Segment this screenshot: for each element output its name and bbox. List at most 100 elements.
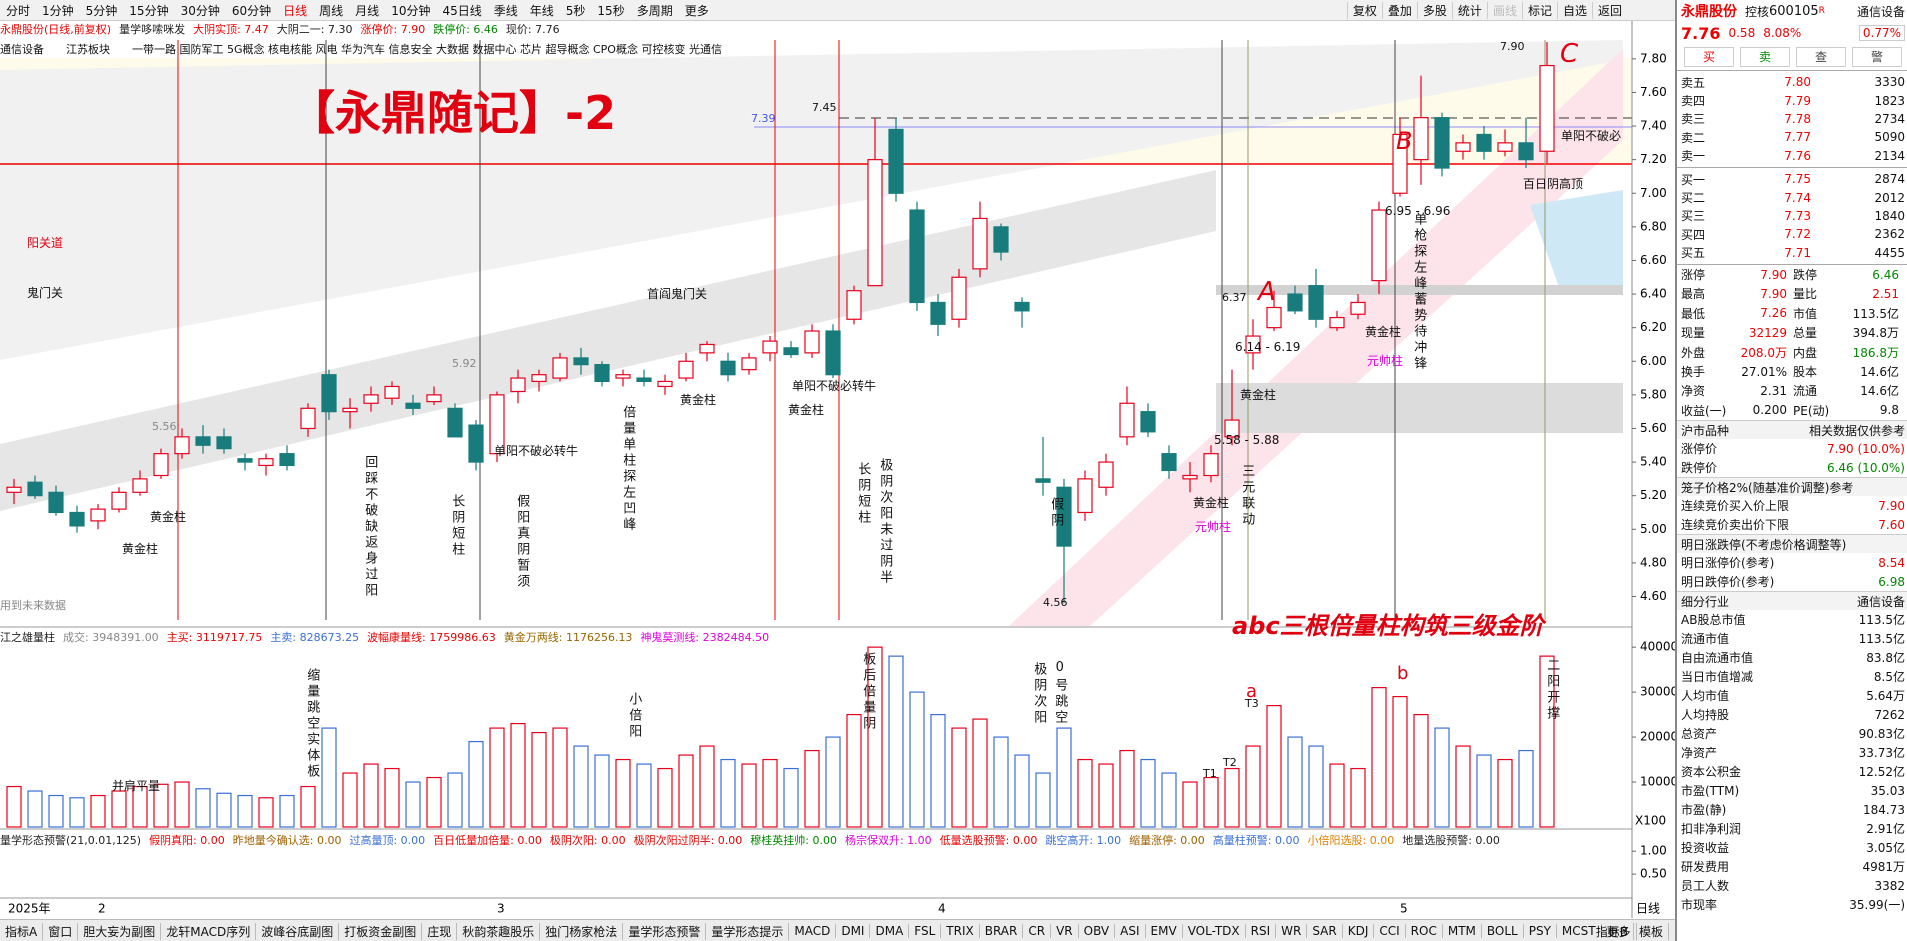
period-tab[interactable]: 45日线 (442, 3, 482, 18)
stat-value: 32129 (1748, 325, 1787, 340)
candle-body (1056, 486, 1072, 547)
stat-label: 净资 (1681, 384, 1706, 399)
order-row: 卖五 7.80 3330 (1677, 73, 1907, 91)
indicator-tab[interactable]: 波峰谷底副图 (256, 922, 340, 940)
indicator-tab[interactable]: 胆大妄为副图 (78, 922, 162, 940)
stats-row: 最低 7.26 市值 113.5亿 (1677, 304, 1907, 323)
annotation: 0号跳空 (1052, 660, 1068, 726)
indicator-tab[interactable]: 更多 (1602, 922, 1637, 940)
trade-button[interactable]: 警 (1852, 47, 1902, 67)
period-tab[interactable]: 季线 (493, 3, 518, 18)
indicator-tab[interactable]: EMV (1146, 924, 1183, 938)
period-tab[interactable]: 周线 (319, 3, 344, 18)
period-tab[interactable]: 5分钟 (85, 3, 118, 18)
volume-bar (594, 754, 610, 828)
indicator-tab[interactable]: MCST (1557, 924, 1602, 938)
indicator-tab[interactable]: 量学形态提示 (706, 922, 790, 940)
indicator-tab[interactable]: VOL-TDX (1183, 924, 1246, 938)
indicator-tab[interactable]: MTM (1443, 924, 1482, 938)
concept-tags[interactable]: 一带一路 国防军工 5G概念 核电核能 风电 华为汽车 信息安全 大数据 数据中… (132, 43, 722, 56)
toolbar-button[interactable]: 自选 (1556, 1, 1592, 19)
y-tick-label: 4.60 (1640, 589, 1667, 603)
info-line: 永鼎股份(日线,前复权) 量学哆嗦咪发 大阴实顶: 7.47 大阴二一: 7.30 涨停… (0, 21, 1630, 37)
period-tab[interactable]: 分时 (6, 3, 31, 18)
annotation: 5.56 (152, 420, 177, 433)
stats-row: 净资 2.31 流通 14.6亿 (1677, 381, 1907, 400)
fundamental-row-label: 细分行业 (1681, 594, 1730, 609)
toolbar-button[interactable]: 多股 (1416, 1, 1452, 19)
indicator-tab[interactable]: CR (1023, 924, 1052, 938)
period-tab[interactable]: 10分钟 (391, 3, 431, 18)
indicator-tab[interactable]: MACD (789, 924, 837, 938)
toolbar-button[interactable]: 叠加 (1381, 1, 1417, 19)
indicator-tab[interactable]: DMA (870, 924, 910, 938)
indicator-tab[interactable]: 指标A (0, 922, 44, 940)
tomorrow-row-value: 8.54 (1878, 555, 1905, 570)
indicator-tab[interactable]: 打板资金副图 (339, 922, 423, 940)
indicator-tab[interactable]: 模板 (1634, 922, 1669, 940)
indicator-tab[interactable]: VR (1051, 924, 1079, 938)
fundamental-row: 市盈(TTM) 35.03 (1677, 781, 1907, 800)
indicator-tab[interactable]: KDJ (1343, 924, 1375, 938)
period-tab[interactable]: 30分钟 (180, 3, 220, 18)
volume-bar (1434, 727, 1450, 828)
fundamental-row: 流通市值 113.5亿 (1677, 629, 1907, 648)
indicator-tab[interactable]: BRAR (980, 924, 1024, 938)
period-tab[interactable]: 多周期 (636, 3, 673, 18)
concept-region[interactable]: 江苏板块 (66, 43, 110, 56)
period-tab[interactable]: 15分钟 (129, 3, 169, 18)
period-tab[interactable]: 月线 (355, 3, 380, 18)
period-tab[interactable]: 5秒 (565, 3, 586, 18)
trade-button[interactable]: 卖 (1740, 47, 1790, 67)
period-tab[interactable]: 1分钟 (42, 3, 74, 18)
indicator-tab[interactable]: WR (1276, 924, 1308, 938)
indicator-tab[interactable]: 指标B (1591, 922, 1634, 940)
indicator-tab[interactable]: 秋韵茶趣股乐 (457, 922, 541, 940)
indicator-tab[interactable]: TRIX (941, 924, 980, 938)
fundamental-row-label: 资本公积金 (1681, 765, 1742, 780)
toolbar-button[interactable]: 复权 (1346, 1, 1382, 19)
indicator-legend: 地量选股预警: 0.00 (1402, 833, 1500, 847)
trade-button[interactable]: 查 (1796, 47, 1846, 67)
toolbar-button[interactable]: 返回 (1591, 1, 1627, 19)
toolbar-button[interactable]: 统计 (1451, 1, 1487, 19)
indicator-tab[interactable]: FSL (909, 924, 942, 938)
fundamental-row: 研发费用 4981万 (1677, 857, 1907, 876)
indicator-tab[interactable]: ROC (1406, 924, 1443, 938)
quote-header: 永鼎股份 控核 600105 R 通信设备 (1677, 0, 1907, 22)
indicator-tab[interactable]: 独门杨家枪法 (540, 922, 624, 940)
toolbar-button[interactable]: 标记 (1521, 1, 1557, 19)
period-tab[interactable]: 更多 (684, 3, 709, 18)
candle-body (237, 458, 253, 463)
stock-mark: R (1818, 6, 1825, 16)
indicator-tab[interactable]: 窗口 (43, 922, 79, 940)
indicator-tab[interactable]: ASI (1115, 924, 1146, 938)
fundamental-row-value: 7262 (1874, 707, 1905, 722)
period-tab[interactable]: 60分钟 (231, 3, 272, 18)
period-tab[interactable]: 年线 (529, 3, 554, 18)
annotation: C (1560, 39, 1579, 69)
period-tab[interactable]: 15秒 (597, 3, 625, 18)
candle-body (1434, 117, 1450, 169)
candle-body (279, 453, 295, 467)
x-tick-label: 2025年 (8, 902, 51, 916)
y-tick-label: 20000 (1640, 730, 1675, 744)
indicator-tab[interactable]: 量学形态预警 (623, 922, 707, 940)
indicator-tab[interactable]: SAR (1307, 924, 1343, 938)
indicator-tab[interactable]: 龙轩MACD序列 (161, 922, 257, 940)
toolbar-button[interactable]: 画线 (1486, 1, 1522, 19)
volume-bar (279, 794, 295, 828)
period-tab[interactable]: 日线 (283, 3, 308, 18)
indicator-tab[interactable]: DMI (836, 924, 871, 938)
indicator-tab[interactable]: BOLL (1482, 924, 1524, 938)
indicator-tab[interactable]: PSY (1524, 924, 1557, 938)
indicator-tab[interactable]: OBV (1079, 924, 1116, 938)
indicator-tab[interactable]: 庄现 (422, 922, 458, 940)
trade-button[interactable]: 买 (1684, 47, 1734, 67)
concept-industry[interactable]: 通信设备 (0, 43, 44, 56)
indicator-tab[interactable]: CCI (1374, 924, 1406, 938)
stat-label: 外盘 (1681, 345, 1706, 360)
volume-bar (1392, 696, 1408, 828)
fundamental-row-label: 研发费用 (1681, 860, 1730, 875)
indicator-tab[interactable]: RSI (1246, 924, 1277, 938)
